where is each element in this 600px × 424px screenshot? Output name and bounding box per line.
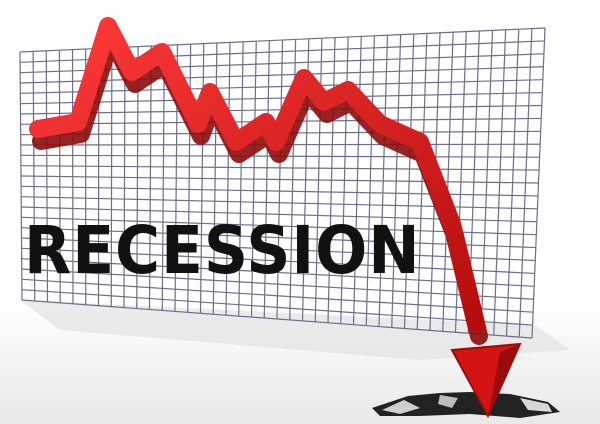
grid-line [21,185,538,197]
grid-line [20,165,540,171]
grid-line [21,258,535,287]
floor-crack-icon [372,392,560,418]
arrow-body [29,17,485,333]
grid-line [21,237,536,262]
grid-line [21,278,534,313]
grid-line [21,299,533,339]
grid-line [20,91,543,105]
grid-line [20,79,543,94]
grid-line [21,268,534,300]
grid-line [20,66,544,84]
grid-line [21,289,533,326]
grid-line [21,247,535,275]
downward-trend-arrow-icon [29,17,522,419]
headline-recession: RECESSION [24,212,421,289]
arrow-head-shade [488,344,520,416]
grid-line [20,175,539,184]
grid-shadow [20,300,570,360]
